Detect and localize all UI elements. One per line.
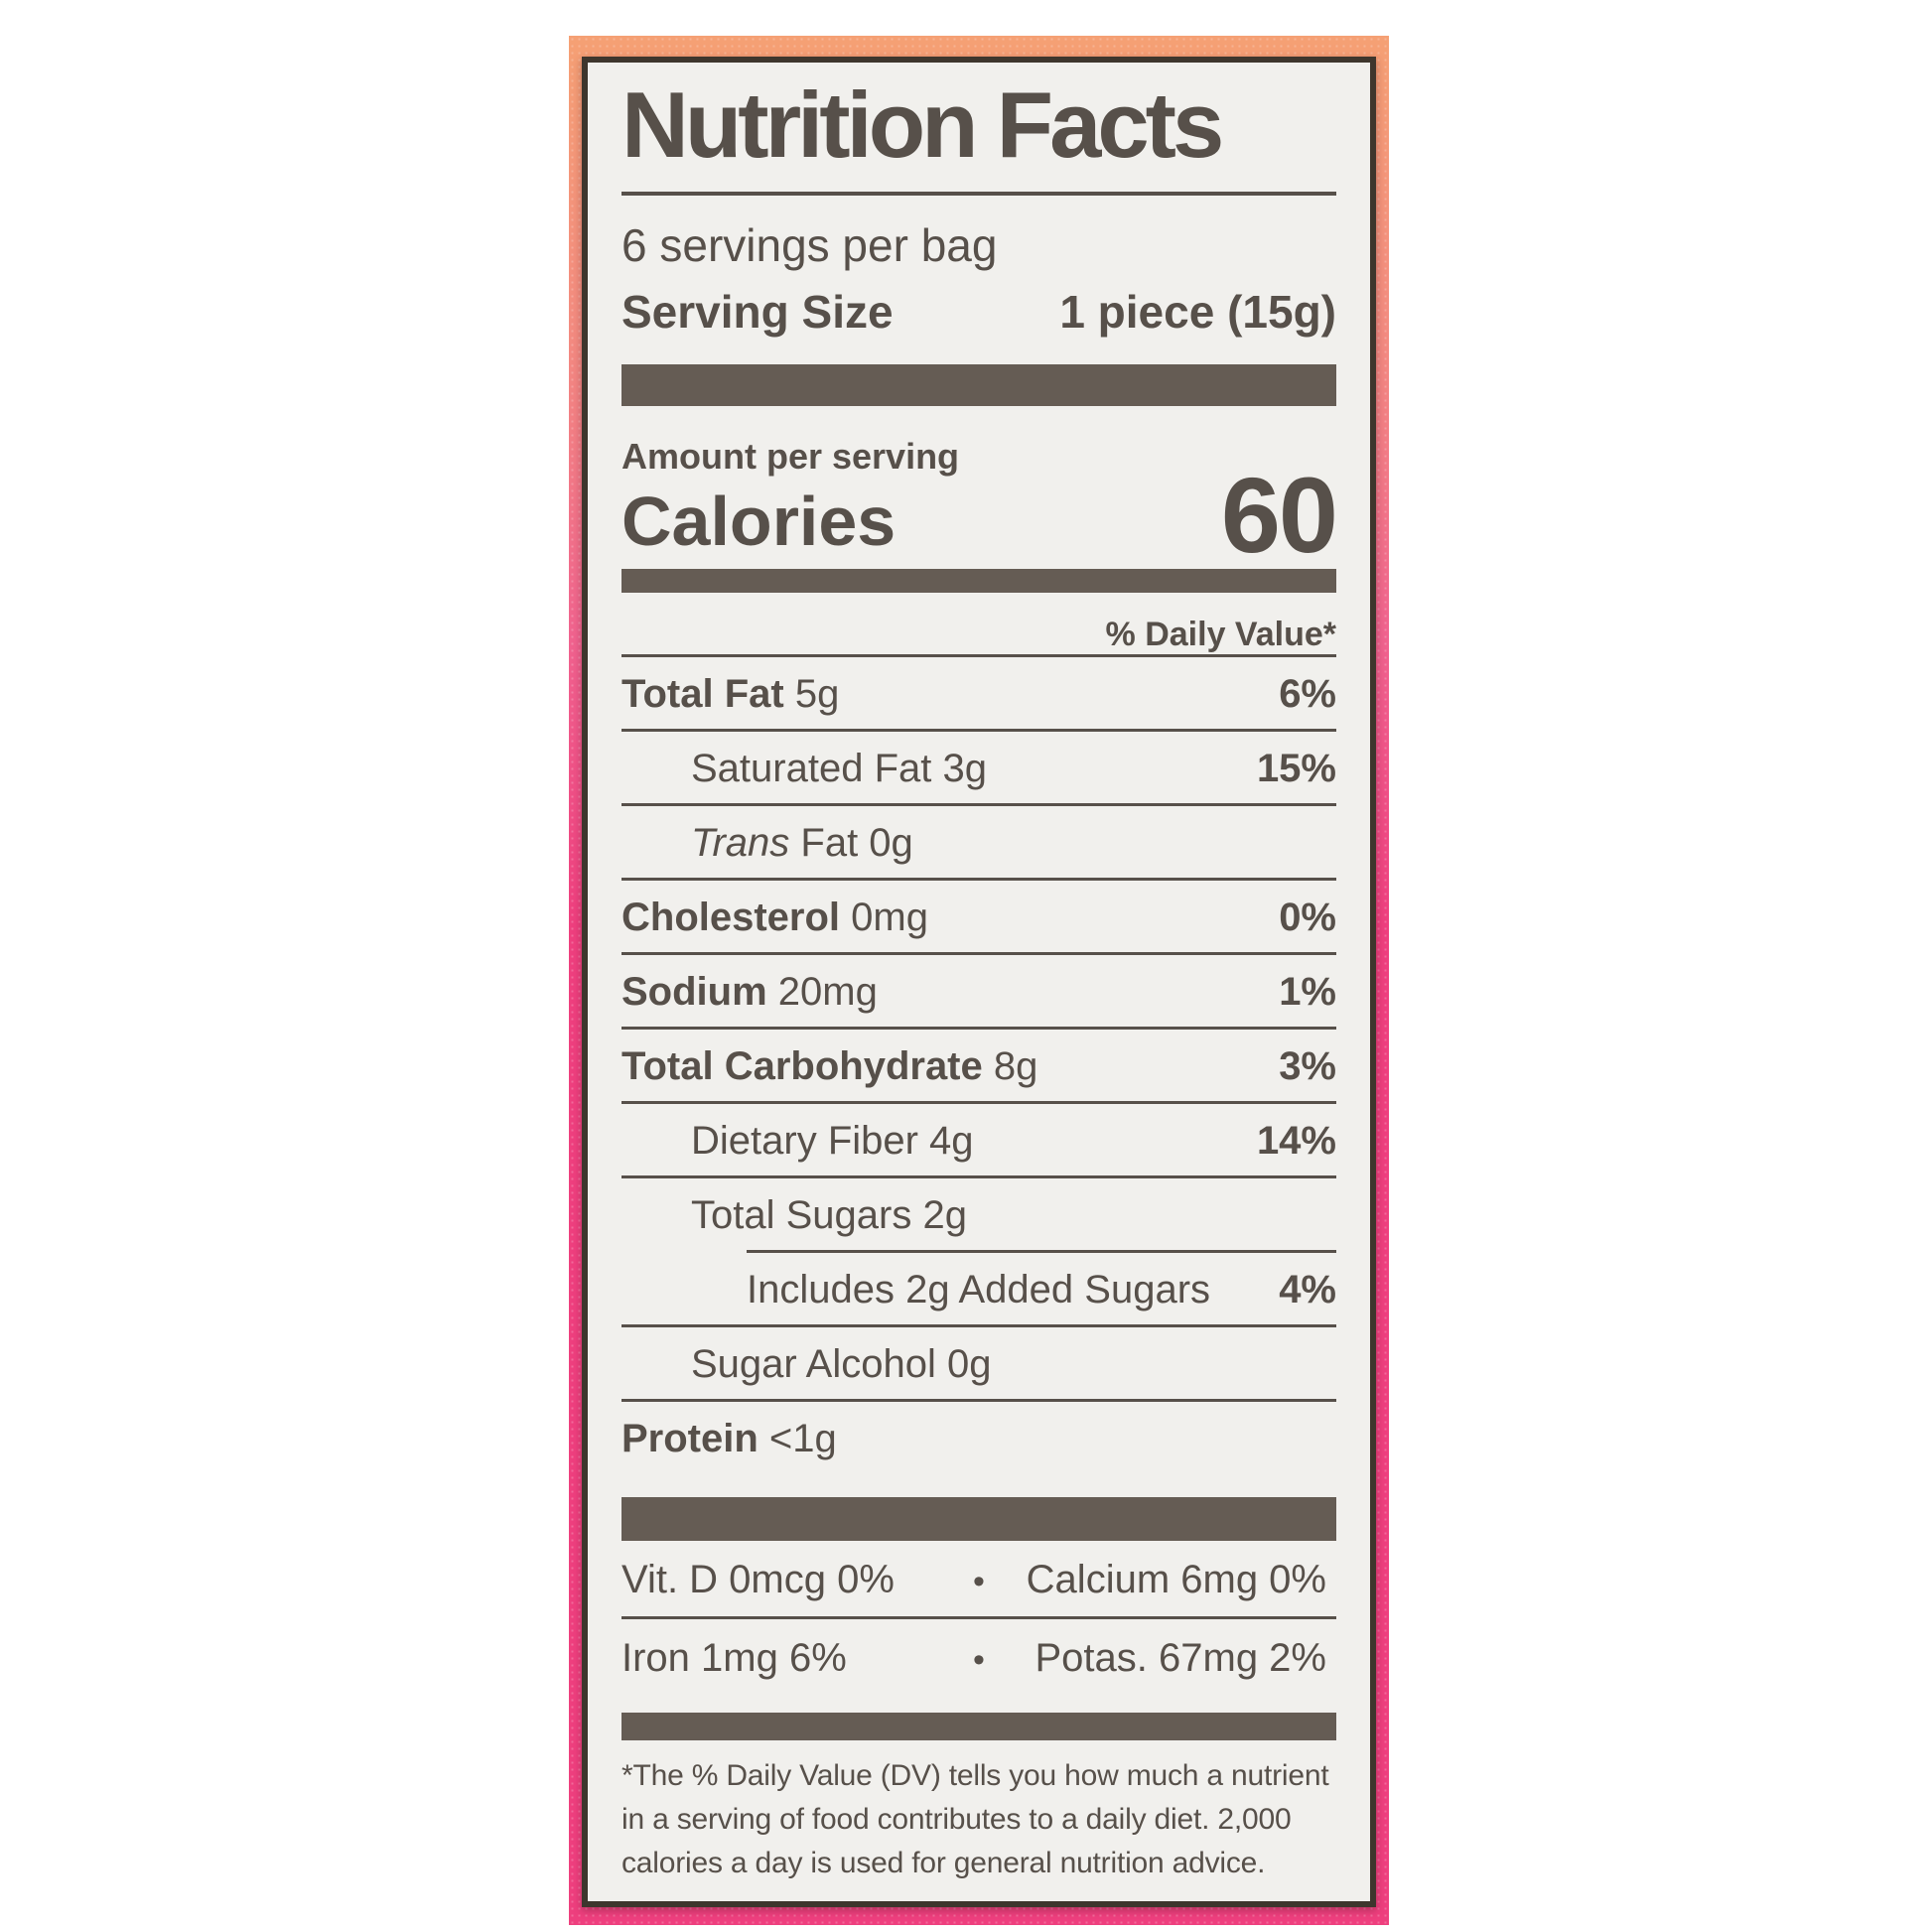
daily-value-pct: 15% xyxy=(1256,747,1336,790)
nutrient-row-added-sugars: Includes 2g Added Sugars 4% xyxy=(747,1268,1336,1311)
calories-row: Calories 60 xyxy=(621,462,1338,569)
nutrition-facts-title: Nutrition Facts xyxy=(621,72,1224,177)
nutrient-row-dietary-fiber: Dietary Fiber 4g 14% xyxy=(691,1119,1336,1163)
serving-size-value: 1 piece (15g) xyxy=(1059,286,1336,338)
daily-value-pct: 14% xyxy=(1256,1119,1336,1163)
nutrient-row-trans-fat: Trans Fat 0g xyxy=(691,821,913,865)
daily-value-footnote: *The % Daily Value (DV) tells you how mu… xyxy=(621,1759,1329,1879)
bullet-icon: • xyxy=(973,1563,985,1600)
bag-photo-background: Nutrition Facts 6 servings per bag Servi… xyxy=(569,36,1389,1925)
nutrient-row-sodium: Sodium 20mg 1% xyxy=(621,970,1336,1014)
daily-value-header: % Daily Value* xyxy=(1105,616,1336,653)
separator xyxy=(621,1616,1336,1619)
amount-per-serving: Amount per serving xyxy=(621,436,960,477)
daily-value-pct: 6% xyxy=(1279,672,1336,716)
daily-value-pct: 0% xyxy=(1279,896,1336,939)
separator xyxy=(621,803,1336,806)
separator xyxy=(621,654,1336,657)
vitamin-row-1: Vit. D 0mcg 0% • Calcium 6mg 0% xyxy=(621,1541,1336,1616)
separator xyxy=(621,729,1336,732)
nutrient-rows: Total Fat 5g 6% Saturated Fat 3g 15% Tra… xyxy=(621,654,1336,1473)
separator-indented xyxy=(747,1250,1336,1253)
daily-value-pct: 1% xyxy=(1279,970,1336,1014)
nutrient-row-total-sugars: Total Sugars 2g xyxy=(691,1193,967,1237)
nutrition-facts-label: Nutrition Facts 6 servings per bag Servi… xyxy=(582,57,1376,1907)
daily-value-pct: 4% xyxy=(1279,1268,1336,1311)
thick-divider-bar xyxy=(621,1713,1336,1740)
potassium-value: Potas. 67mg 2% xyxy=(1035,1636,1327,1680)
separator xyxy=(621,1101,1336,1104)
separator xyxy=(621,952,1336,955)
daily-value-pct: 3% xyxy=(1279,1044,1336,1088)
nutrient-row-total-carbohydrate: Total Carbohydrate 8g 3% xyxy=(621,1044,1336,1088)
serving-size-row: Serving Size 1 piece (15g) xyxy=(621,285,1336,339)
serving-size-label: Serving Size xyxy=(621,286,894,338)
servings-per-bag: 6 servings per bag xyxy=(621,219,998,271)
separator xyxy=(621,1175,1336,1178)
nutrient-row-total-fat: Total Fat 5g 6% xyxy=(621,672,1336,716)
vitamin-d-value: Vit. D 0mcg 0% xyxy=(621,1558,895,1601)
nutrient-row-cholesterol: Cholesterol 0mg 0% xyxy=(621,896,1336,939)
separator xyxy=(621,1399,1336,1402)
calories-value: 60 xyxy=(1220,455,1338,575)
bullet-icon: • xyxy=(973,1641,985,1679)
iron-value: Iron 1mg 6% xyxy=(621,1636,847,1680)
separator xyxy=(621,1324,1336,1327)
vitamin-row-2: Iron 1mg 6% • Potas. 67mg 2% xyxy=(621,1619,1336,1695)
nutrient-row-sugar-alcohol: Sugar Alcohol 0g xyxy=(691,1342,992,1386)
thick-divider-bar xyxy=(621,364,1336,406)
nutrient-row-protein: Protein <1g xyxy=(621,1417,837,1460)
calories-label: Calories xyxy=(621,483,897,560)
separator xyxy=(621,1027,1336,1030)
separator xyxy=(621,878,1336,881)
calcium-value: Calcium 6mg 0% xyxy=(1026,1558,1326,1601)
title-rule xyxy=(621,192,1336,196)
medium-divider-bar xyxy=(621,569,1336,593)
thick-divider-bar xyxy=(621,1497,1336,1541)
nutrient-row-saturated-fat: Saturated Fat 3g 15% xyxy=(691,747,1336,790)
